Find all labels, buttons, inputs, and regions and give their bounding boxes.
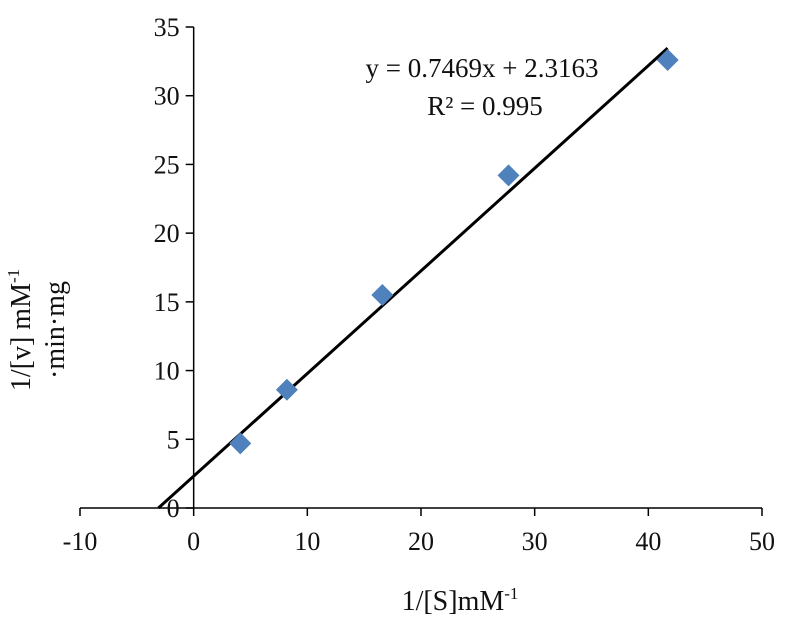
trendline-equation: y = 0.7469x + 2.3163	[366, 53, 599, 83]
x-tick-label: 0	[187, 527, 200, 556]
data-point	[229, 432, 252, 455]
data-point	[497, 164, 520, 187]
data-point	[371, 283, 394, 306]
x-tick-label: 40	[635, 527, 661, 556]
x-tick-label: 20	[408, 527, 434, 556]
y-axis-title-line1-main: 1/[v] mM	[6, 283, 37, 391]
y-tick-label: 10	[154, 357, 180, 386]
y-axis-title: 1/[v] mM-1 ·min·mg	[4, 269, 71, 391]
trendline	[157, 47, 669, 510]
y-tick-label: 25	[154, 150, 180, 179]
trendline-layer	[157, 47, 669, 510]
y-axis-title-line2: ·min·mg	[40, 281, 71, 379]
x-tick-label: 50	[749, 527, 775, 556]
x-tick-label: 10	[294, 527, 320, 556]
x-axis-title-main: 1/[S]mM	[402, 586, 505, 617]
y-tick-label: 0	[167, 494, 180, 523]
y-tick-label: 35	[154, 13, 180, 42]
data-point	[275, 378, 298, 401]
x-tick-label: 30	[522, 527, 548, 556]
y-tick-label: 20	[154, 219, 180, 248]
y-ticks: 0 5 10 15 20 25 30 35	[154, 13, 194, 523]
r-squared-label: R² = 0.995	[427, 91, 543, 121]
axes	[80, 27, 762, 509]
x-axis-title: 1/[S]mM-1	[402, 584, 519, 617]
y-tick-label: 30	[154, 82, 180, 111]
x-tick-label: -10	[63, 527, 98, 556]
x-axis-title-sup: -1	[504, 584, 518, 603]
data-point	[656, 48, 679, 71]
y-tick-label: 15	[154, 288, 180, 317]
y-axis-title-line1: 1/[v] mM-1	[4, 269, 37, 391]
x-ticks: -10 0 10 20 30 40 50	[63, 508, 775, 556]
points-layer	[229, 48, 679, 455]
y-axis-title-line1-sup: -1	[4, 269, 23, 283]
y-tick-label: 5	[167, 425, 180, 454]
